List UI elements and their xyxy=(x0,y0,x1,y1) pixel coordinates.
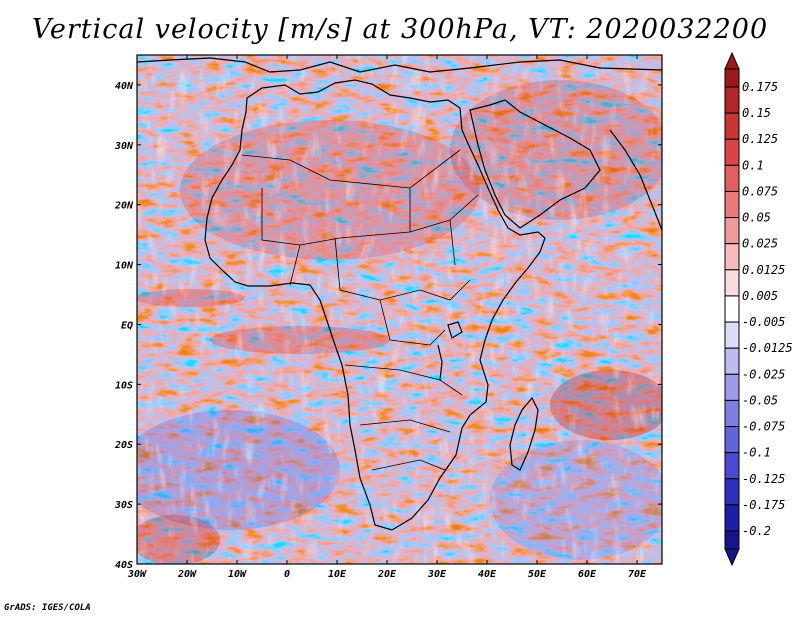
colorbar-top-arrow xyxy=(724,51,740,70)
lon-tick-label: 40E xyxy=(478,569,497,580)
lat-tick-label: 20N xyxy=(114,201,134,212)
colorbar-segment xyxy=(724,68,740,88)
inland-borders xyxy=(241,149,479,471)
lon-tick-label: 20E xyxy=(377,569,397,580)
lat-tick-label: 10S xyxy=(115,380,133,391)
colorbar-level-label: -0.125 xyxy=(742,472,785,486)
colorbar-level-label: -0.175 xyxy=(742,498,785,512)
velocity-field xyxy=(137,55,662,564)
india-coastline xyxy=(609,129,662,231)
colorbar-level-label: -0.075 xyxy=(742,420,785,434)
lon-tick-label: 30E xyxy=(427,569,447,580)
lat-tick-label: 30S xyxy=(114,500,133,511)
lake-tanganyika xyxy=(437,344,443,381)
colorbar-level-label: 0.15 xyxy=(742,106,771,120)
colorbar-segment xyxy=(724,86,740,114)
coastlines xyxy=(137,57,662,531)
colorbar-segment xyxy=(724,478,740,506)
lat-tick-label: 30N xyxy=(114,141,134,152)
colorbar-level-label: 0.075 xyxy=(742,184,778,198)
lake-victoria xyxy=(447,321,463,339)
lon-tick-label: 20W xyxy=(177,569,197,580)
colorbar-segment xyxy=(724,321,740,349)
colorbar-level-label: 0.05 xyxy=(742,211,771,225)
colorbar-segment xyxy=(724,190,740,219)
colorbar-segment xyxy=(724,347,740,375)
africa-coastline xyxy=(204,79,546,531)
arabia-coastline xyxy=(469,99,601,229)
colorbar-level-label: 0.025 xyxy=(742,237,778,251)
colorbar-segment xyxy=(724,399,740,428)
lat-tick-label: 10N xyxy=(115,261,134,272)
colorbar-level-label: -0.0125 xyxy=(742,341,793,355)
colorbar-segment xyxy=(724,243,740,271)
lon-tick-label: 70E xyxy=(628,569,647,580)
map-frame xyxy=(136,54,663,565)
colorbar-level-label: 0.1 xyxy=(742,158,764,172)
colorbar-segment xyxy=(724,112,740,140)
lat-tick-label: 20S xyxy=(114,440,133,451)
colorbar-level-label: 0.175 xyxy=(742,80,778,94)
lon-tick-label: 50E xyxy=(528,569,547,580)
colorbar-bottom-arrow xyxy=(724,548,740,567)
colorbar-segment xyxy=(724,504,740,532)
lon-tick-label: 60E xyxy=(578,569,597,580)
europe-coastline xyxy=(137,57,662,73)
colorbar: 0.175 0.15 0.125 0.1 0.075 0.05 0.025 0.0125 0.0… xyxy=(724,51,793,567)
colorbar-level-label: 0.005 xyxy=(742,289,778,303)
colorbar-level-label: -0.05 xyxy=(742,393,778,407)
colorbar-segment xyxy=(724,138,740,166)
colorbar-segment xyxy=(724,164,740,192)
colorbar-level-label: 0.125 xyxy=(742,132,778,146)
colorbar-segment xyxy=(724,452,740,480)
map-title: Vertical velocity [m/s] at 300hPa, VT: 2… xyxy=(31,14,769,45)
colorbar-level-label: -0.005 xyxy=(742,315,785,329)
colorbar-level-label: 0.0125 xyxy=(742,263,785,277)
lon-tick-label: 30W xyxy=(127,569,147,580)
colorbar-level-label: -0.025 xyxy=(742,367,785,381)
colorbar-segment xyxy=(724,373,740,401)
lat-tick-label: 40N xyxy=(115,81,134,92)
colorbar-segment xyxy=(724,426,740,454)
colorbar-segment xyxy=(724,295,740,323)
madagascar-coastline xyxy=(509,396,539,471)
colorbar-segment xyxy=(724,530,740,550)
lat-tick-label: 40S xyxy=(115,560,133,571)
colorbar-segment xyxy=(724,217,740,245)
colorbar-level-label: -0.1 xyxy=(742,446,771,460)
lon-tick-label: 10E xyxy=(328,569,347,580)
credit-label: GrADS: IGES/COLA xyxy=(4,603,91,613)
colorbar-segment xyxy=(724,269,740,297)
colorbar-level-label: -0.2 xyxy=(742,524,771,538)
axis-ticks: 30W 20W 10W 0 10E 20E 30E 40E 50E 60E 70E 40N 30N 20N… xyxy=(114,55,662,580)
lon-tick-label: 0 xyxy=(284,569,290,580)
lon-tick-label: 10W xyxy=(228,569,247,580)
lat-tick-label: EQ xyxy=(121,320,133,331)
